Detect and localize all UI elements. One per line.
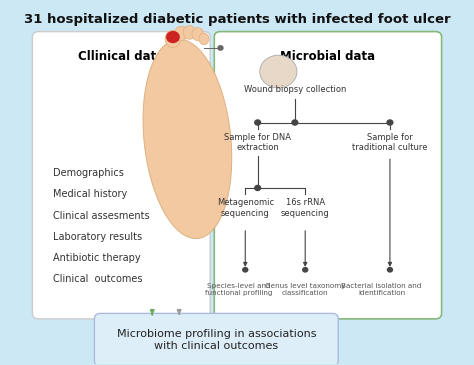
FancyBboxPatch shape [214, 32, 442, 319]
Circle shape [255, 120, 261, 125]
Text: Microbiome profiling in associations
with clinical outcomes: Microbiome profiling in associations wit… [117, 329, 316, 350]
Text: Genus level taxonomy
classification: Genus level taxonomy classification [265, 283, 346, 296]
Circle shape [260, 55, 297, 88]
Text: Antibiotic therapy: Antibiotic therapy [53, 253, 141, 263]
Text: Medical history: Medical history [53, 189, 128, 200]
Circle shape [218, 46, 223, 50]
Circle shape [255, 185, 261, 191]
Text: 31 hospitalized diabetic patients with infected foot ulcer: 31 hospitalized diabetic patients with i… [24, 14, 450, 26]
Text: Microbial data: Microbial data [281, 50, 375, 63]
Circle shape [387, 120, 393, 125]
Text: Wound biopsy collection: Wound biopsy collection [244, 85, 346, 94]
Text: Sample for DNA
extraction: Sample for DNA extraction [224, 133, 291, 152]
Ellipse shape [165, 30, 181, 47]
FancyBboxPatch shape [32, 32, 210, 319]
Circle shape [243, 268, 248, 272]
Ellipse shape [143, 39, 232, 239]
Ellipse shape [199, 33, 209, 45]
Text: Bacterial isolation and
identification: Bacterial isolation and identification [341, 283, 422, 296]
Text: Cllinical data: Cllinical data [78, 50, 164, 63]
Text: Clinical assesments: Clinical assesments [53, 211, 150, 220]
Text: 16s rRNA
sequencing: 16s rRNA sequencing [281, 198, 329, 218]
Circle shape [292, 120, 298, 125]
Text: Metagenomic
sequencing: Metagenomic sequencing [217, 198, 274, 218]
Text: Demographics: Demographics [53, 168, 124, 178]
Ellipse shape [183, 26, 196, 39]
Text: Laboratory results: Laboratory results [53, 232, 142, 242]
Ellipse shape [174, 26, 188, 41]
Circle shape [387, 268, 392, 272]
FancyBboxPatch shape [94, 314, 338, 365]
Text: Sample for
traditional culture: Sample for traditional culture [352, 133, 428, 152]
Circle shape [303, 268, 308, 272]
Circle shape [167, 32, 179, 42]
Ellipse shape [192, 28, 203, 41]
Text: Clinical  outcomes: Clinical outcomes [53, 274, 143, 284]
Text: Species-level and
functional profiling: Species-level and functional profiling [205, 283, 273, 296]
